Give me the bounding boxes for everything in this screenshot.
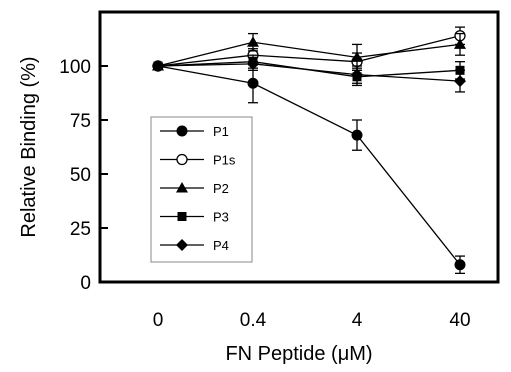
- legend-label-p1: P1: [213, 124, 229, 139]
- legend-label-p3: P3: [213, 210, 229, 225]
- y-axis-label: Relative Binding (%): [18, 56, 40, 237]
- series-line-p4: [157, 63, 461, 82]
- point-p4-2: [351, 68, 363, 81]
- point-p1-1: [247, 77, 259, 89]
- legend-marker-p1s: [176, 153, 188, 166]
- point-p4-0: [152, 60, 164, 72]
- legend: P1 P1s P2 P3 P4: [150, 116, 253, 263]
- point-p4-3: [454, 75, 466, 88]
- y-tick-label-100: 100: [59, 57, 91, 78]
- point-p1-2: [351, 129, 363, 141]
- x-tick-label-0: 0: [153, 310, 164, 331]
- series-line-p1s: [157, 35, 461, 67]
- y-tick-label-25: 25: [70, 219, 91, 240]
- y-tick-label-0: 0: [80, 273, 91, 294]
- point-p2-1: [247, 36, 259, 47]
- legend-marker-p3: [177, 212, 187, 221]
- legend-label-p1s: P1s: [213, 153, 236, 168]
- legend-label-p2: P2: [213, 181, 229, 196]
- series-line-p1: [157, 65, 461, 266]
- y-tick-label-50: 50: [70, 165, 91, 186]
- point-p1-3: [454, 259, 466, 271]
- x-tick-label-4: 4: [352, 310, 363, 331]
- legend-marker-p1: [176, 125, 188, 137]
- x-tick-label-40: 40: [449, 310, 470, 331]
- point-p2-2: [351, 51, 363, 62]
- point-p2-3: [454, 38, 466, 49]
- plot-frame: [98, 10, 500, 284]
- legend-marker-p4: [176, 239, 188, 251]
- series-line-p2: [157, 41, 461, 67]
- y-tick-label-75: 75: [70, 111, 91, 132]
- legend-box: [150, 116, 253, 263]
- chart-marks: 0 25 50 75 100 0 0.4 4 40: [59, 26, 471, 331]
- x-axis-label: FN Peptide (μM): [225, 343, 372, 365]
- legend-marker-p2: [176, 182, 188, 193]
- x-tick-label-0.4: 0.4: [240, 310, 267, 331]
- legend-label-p4: P4: [213, 238, 229, 253]
- point-p4-1: [247, 57, 259, 70]
